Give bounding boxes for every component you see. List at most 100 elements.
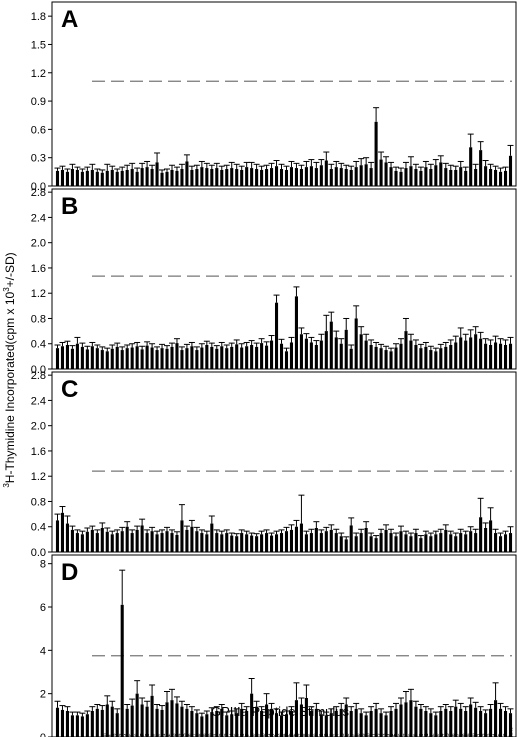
bar: [384, 162, 388, 186]
bar: [110, 706, 114, 737]
bar: [135, 346, 139, 369]
x-tick-label: 82: [482, 733, 488, 737]
bar: [255, 706, 259, 737]
bar: [294, 168, 298, 186]
bar: [95, 708, 99, 737]
bar: [90, 346, 94, 369]
bar: [135, 529, 139, 552]
y-tick-label: 0: [40, 732, 46, 737]
bar: [170, 169, 174, 186]
bar: [205, 534, 209, 552]
bar: [270, 340, 274, 369]
x-tick-label: 51: [319, 733, 325, 737]
bar: [359, 334, 363, 369]
bar: [225, 169, 229, 186]
bar: [60, 346, 65, 369]
bar: [195, 169, 199, 186]
bar: [175, 343, 179, 369]
y-tick-label: 1.5: [31, 39, 46, 51]
bar: [299, 523, 303, 552]
bar: [240, 708, 244, 737]
bar: [414, 706, 418, 737]
bar: [100, 709, 104, 737]
bar: [90, 711, 94, 737]
y-tick-label: 0.4: [31, 339, 46, 351]
x-tick-label: 52: [324, 733, 330, 737]
bar: [508, 533, 513, 552]
bar: [369, 345, 373, 369]
bar: [220, 708, 224, 737]
bar: [464, 534, 468, 552]
bar: [130, 169, 134, 186]
bar: [434, 534, 438, 552]
bar: [314, 345, 318, 369]
panel-letter: A: [61, 6, 78, 33]
bar: [205, 714, 209, 737]
panel-frame: [51, 188, 517, 370]
bar: [145, 533, 149, 552]
bar: [489, 708, 493, 737]
bar: [469, 337, 473, 369]
y-tick-label: 2.0: [31, 238, 46, 250]
bar: [279, 715, 284, 737]
bar: [115, 346, 119, 369]
y-axis-label: 3H-Thymidine Incorporated(cpm x 103+/-SD…: [2, 252, 17, 487]
bar: [165, 702, 169, 737]
bar: [245, 534, 249, 552]
bar: [100, 172, 104, 186]
bar: [449, 169, 453, 186]
bar: [260, 343, 264, 369]
bar: [225, 348, 229, 369]
bar: [508, 713, 513, 737]
bar: [479, 711, 483, 737]
bar: [185, 348, 189, 369]
bar: [70, 348, 74, 369]
bar: [95, 533, 99, 552]
bar: [230, 168, 234, 186]
bar: [185, 529, 189, 552]
x-tick-label: 34: [229, 733, 235, 737]
bar: [444, 346, 448, 369]
bar: [165, 348, 169, 369]
bar: [329, 169, 333, 186]
bar: [339, 536, 343, 552]
bar: [439, 533, 443, 552]
bar: [444, 708, 448, 737]
bar: [304, 698, 308, 737]
bar: [474, 533, 478, 552]
x-tick-label: None: [508, 727, 514, 737]
bar: [484, 713, 488, 737]
bar: [200, 716, 204, 737]
bar: [494, 700, 498, 737]
x-tick-label: 39: [256, 733, 262, 737]
bar: [75, 343, 79, 369]
bar: [349, 711, 353, 737]
bar: [170, 533, 174, 552]
x-tick-label: 85: [498, 733, 504, 737]
panel-letter: D: [61, 559, 78, 586]
bar: [503, 534, 508, 552]
x-tick-label: 14: [124, 733, 130, 737]
x-tick-label: 74: [440, 733, 446, 737]
bar: [454, 169, 458, 186]
bar: [314, 528, 318, 552]
bar: [379, 713, 383, 737]
bar: [474, 334, 478, 369]
bar: [150, 169, 154, 186]
bar: [279, 169, 284, 186]
bar: [429, 536, 433, 552]
bar: [424, 167, 428, 186]
bar: [75, 169, 79, 186]
bar: [319, 340, 323, 369]
bar: [469, 704, 473, 737]
x-tick-label: 41: [266, 733, 272, 737]
bar: [85, 170, 89, 186]
bar: [404, 534, 408, 552]
bar: [115, 171, 119, 186]
x-tick-label: 15: [129, 733, 135, 737]
bar: [389, 711, 393, 737]
bar: [384, 529, 388, 552]
bar: [429, 169, 433, 186]
bar: [369, 168, 373, 186]
